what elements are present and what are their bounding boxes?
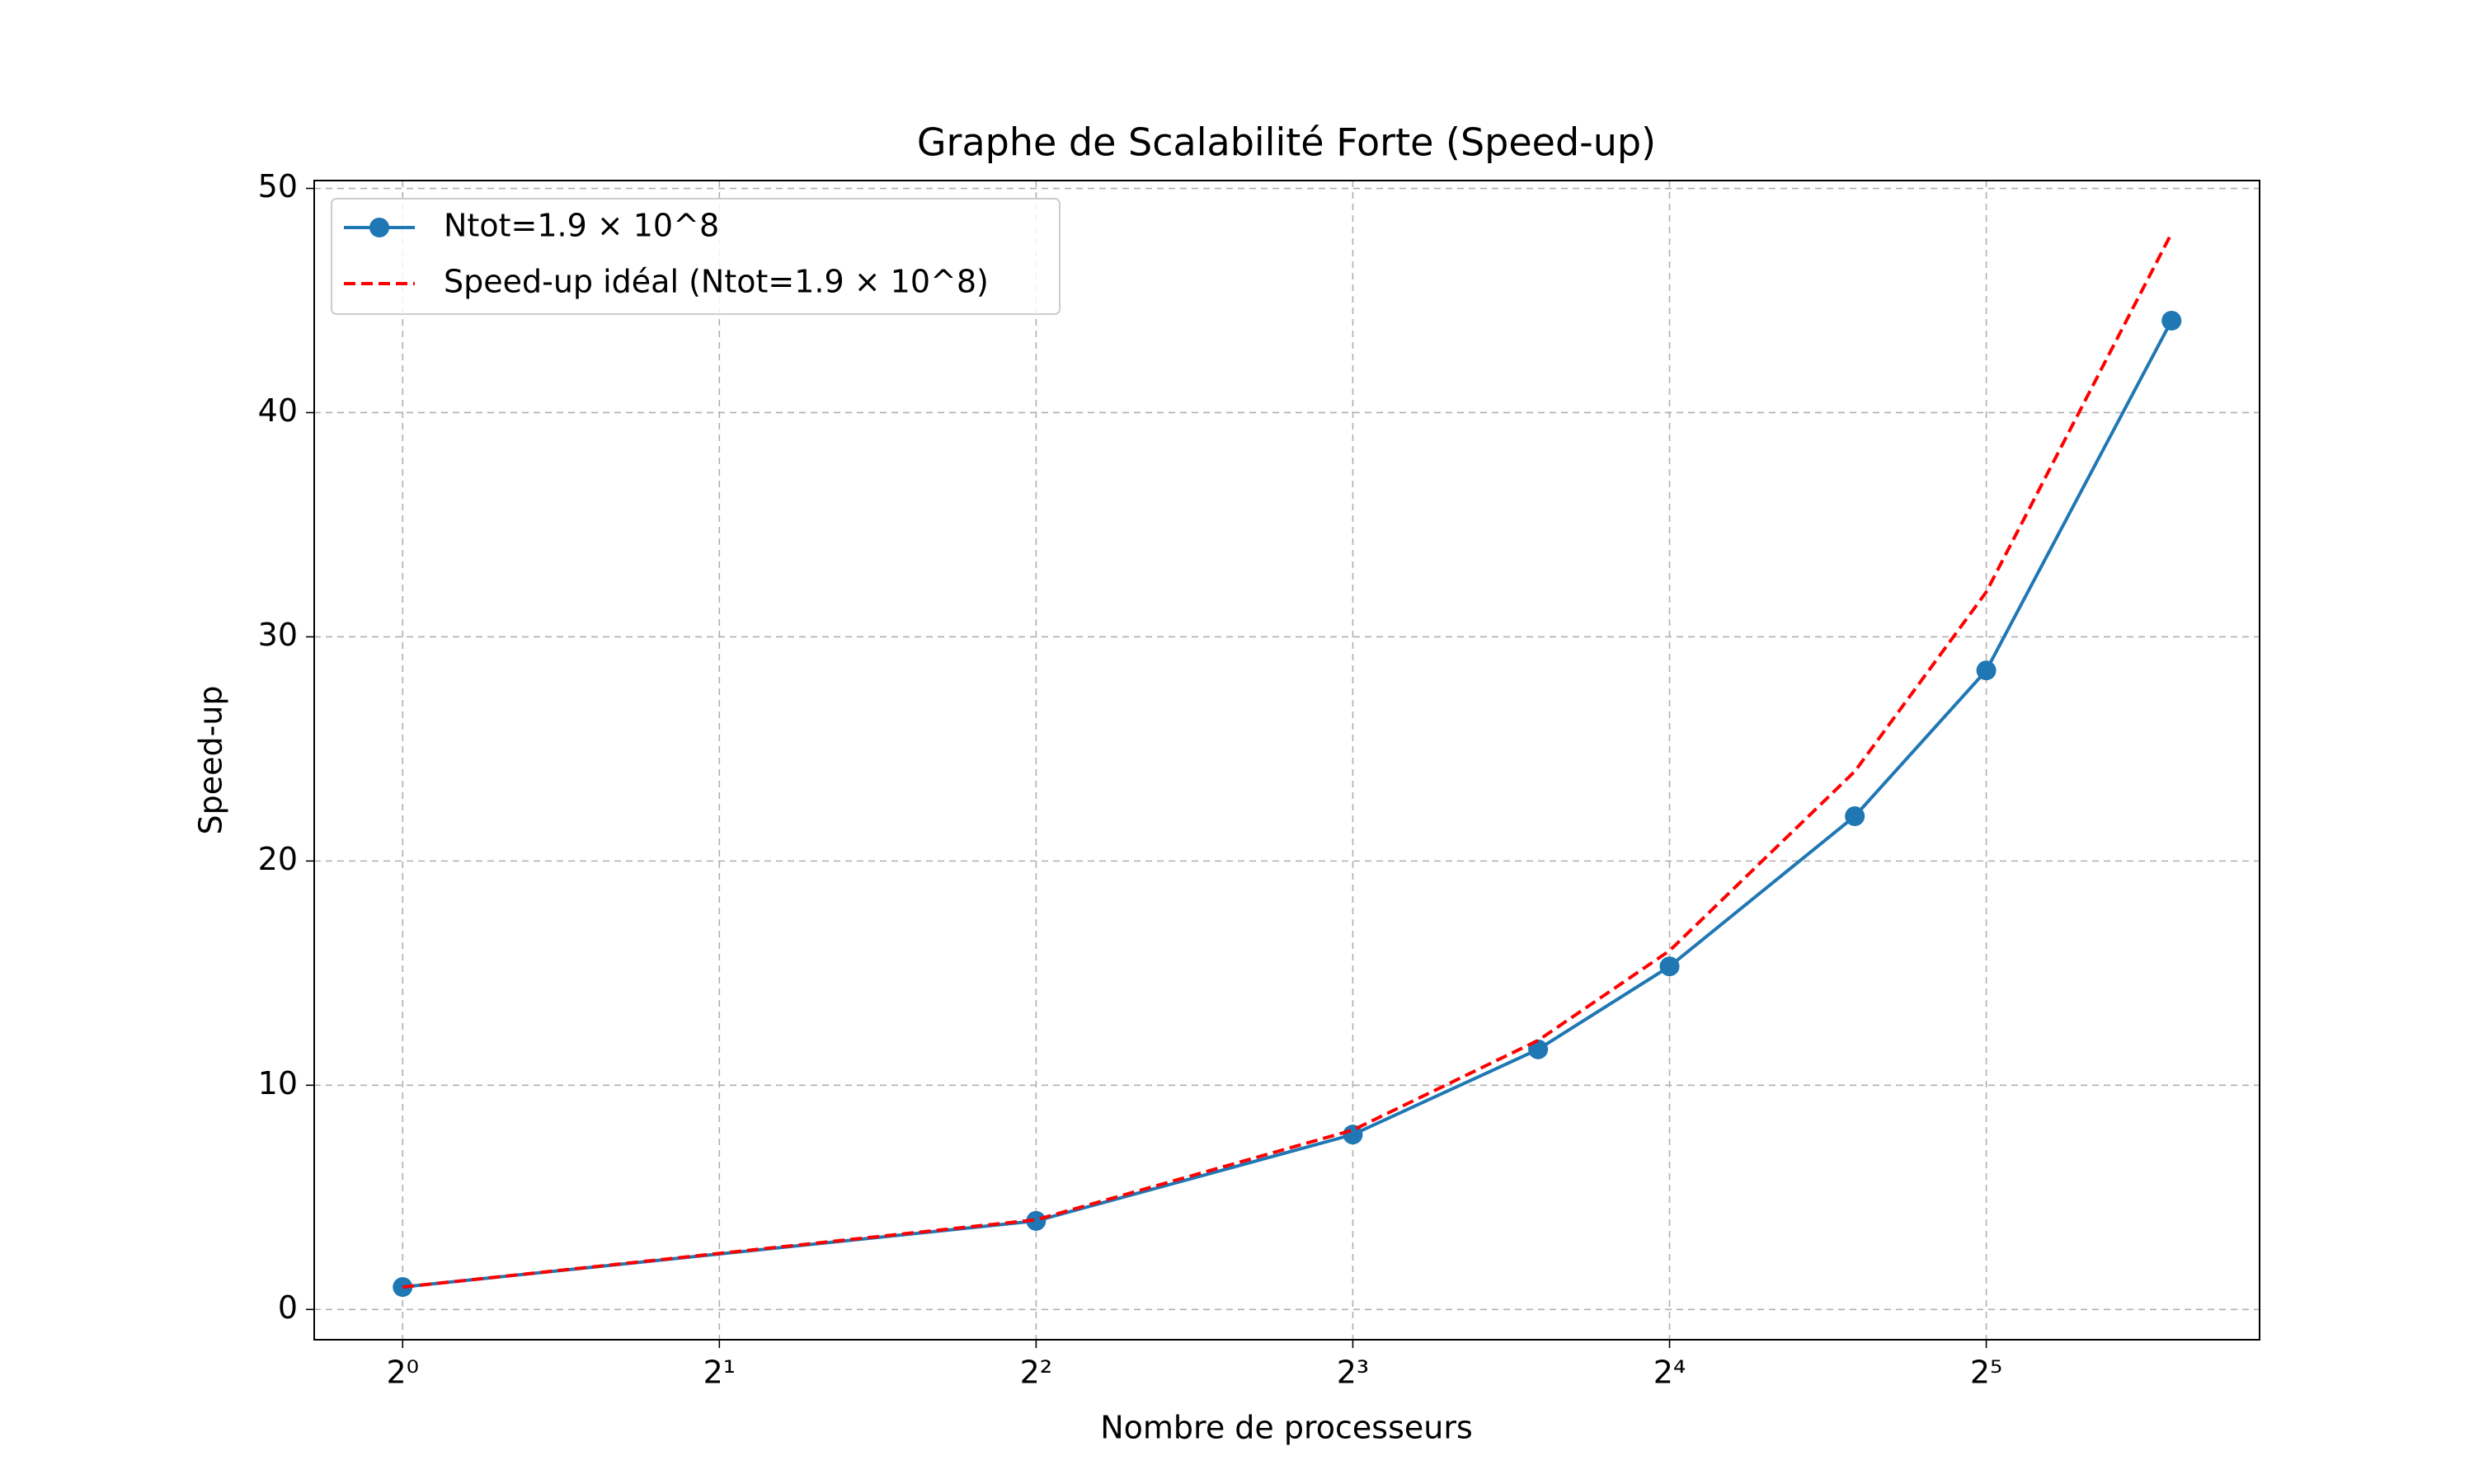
data-point [2161, 310, 2182, 331]
legend-label: Ntot=1.9 × 10^8 [444, 208, 719, 244]
y-tick-label: 30 [258, 617, 298, 653]
plot-frame [313, 180, 2260, 1341]
y-tick-label: 40 [258, 392, 298, 429]
y-tick-label: 50 [258, 168, 298, 204]
x-tick-label: 2⁰ [387, 1355, 419, 1391]
legend-box [331, 198, 1061, 315]
series-line [402, 232, 2174, 1289]
series-line [402, 320, 2174, 1289]
y-tick-label: 0 [278, 1289, 298, 1326]
chart-title: Graphe de Scalabilité Forte (Speed-up) [917, 120, 1656, 165]
x-tick-label: 2¹ [703, 1355, 736, 1391]
y-tick-label: 20 [258, 841, 298, 877]
y-tick-label: 10 [258, 1065, 298, 1101]
x-tick-label: 2³ [1337, 1355, 1369, 1391]
legend-marker [369, 218, 389, 237]
data-point [1026, 1210, 1047, 1231]
data-point [1343, 1125, 1363, 1145]
data-point [1659, 956, 1680, 977]
legend-label: Speed-up idéal (Ntot=1.9 × 10^8) [444, 264, 989, 300]
data-point [1845, 805, 1865, 826]
y-axis-label: Speed-up [193, 685, 229, 834]
x-tick-label: 2² [1020, 1355, 1052, 1391]
x-tick-label: 2⁵ [1970, 1355, 2002, 1391]
x-axis-label: Nombre de processeurs [1100, 1410, 1473, 1446]
data-point [1976, 660, 1997, 681]
x-tick-label: 2⁴ [1653, 1355, 1686, 1391]
